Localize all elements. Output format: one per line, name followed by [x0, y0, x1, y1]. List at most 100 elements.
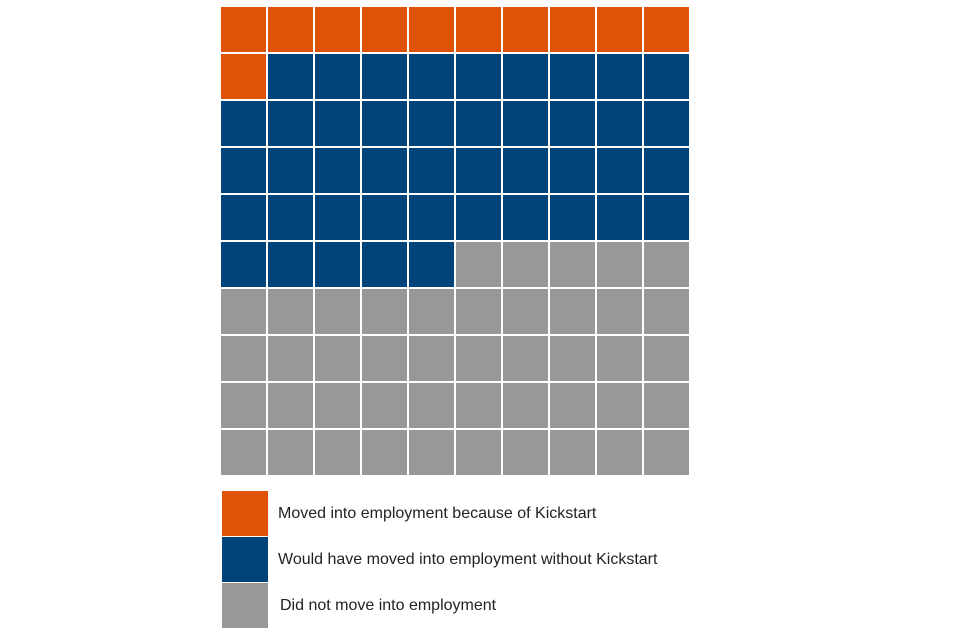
waffle-cell-series-2-91: [221, 430, 266, 475]
waffle-cell-series-2-56: [456, 242, 501, 287]
waffle-cell-series-1-52: [268, 242, 313, 287]
legend-swatch-without-kickstart: [222, 537, 268, 582]
waffle-cell-series-0-3: [315, 7, 360, 52]
waffle-cell-series-0-5: [409, 7, 454, 52]
waffle-cell-series-2-60: [644, 242, 689, 287]
waffle-cell-series-1-48: [550, 195, 595, 240]
waffle-cell-series-2-84: [362, 383, 407, 428]
waffle-cell-series-2-94: [362, 430, 407, 475]
waffle-cell-series-2-72: [268, 336, 313, 381]
waffle-cell-series-2-86: [456, 383, 501, 428]
waffle-cell-series-1-17: [503, 54, 548, 99]
waffle-grid: [221, 7, 689, 475]
waffle-cell-series-2-97: [503, 430, 548, 475]
waffle-cell-series-2-68: [550, 289, 595, 334]
waffle-cell-series-2-73: [315, 336, 360, 381]
legend: Moved into employment because of Kicksta…: [222, 491, 657, 629]
waffle-cell-series-1-51: [221, 242, 266, 287]
waffle-cell-series-1-41: [221, 195, 266, 240]
waffle-cell-series-1-40: [644, 148, 689, 193]
waffle-cell-series-1-15: [409, 54, 454, 99]
waffle-cell-series-2-59: [597, 242, 642, 287]
waffle-cell-series-1-45: [409, 195, 454, 240]
waffle-cell-series-2-79: [597, 336, 642, 381]
waffle-cell-series-2-88: [550, 383, 595, 428]
waffle-cell-series-2-95: [409, 430, 454, 475]
waffle-cell-series-0-6: [456, 7, 501, 52]
waffle-cell-series-1-16: [456, 54, 501, 99]
waffle-cell-series-1-22: [268, 101, 313, 146]
legend-label-not-employed: Did not move into employment: [280, 596, 497, 614]
waffle-cell-series-1-25: [409, 101, 454, 146]
waffle-cell-series-2-99: [597, 430, 642, 475]
waffle-cell-series-2-87: [503, 383, 548, 428]
waffle-cell-series-2-66: [456, 289, 501, 334]
waffle-cell-series-1-19: [597, 54, 642, 99]
waffle-cell-series-1-55: [409, 242, 454, 287]
waffle-cell-series-0-11: [221, 54, 266, 99]
waffle-cell-series-2-85: [409, 383, 454, 428]
waffle-cell-series-1-39: [597, 148, 642, 193]
legend-label-kickstart: Moved into employment because of Kicksta…: [278, 504, 597, 522]
waffle-cell-series-1-38: [550, 148, 595, 193]
waffle-cell-series-2-80: [644, 336, 689, 381]
waffle-cell-series-2-89: [597, 383, 642, 428]
waffle-cell-series-1-26: [456, 101, 501, 146]
waffle-cell-series-2-61: [221, 289, 266, 334]
waffle-cell-series-0-9: [597, 7, 642, 52]
waffle-cell-series-2-70: [644, 289, 689, 334]
waffle-cell-series-2-65: [409, 289, 454, 334]
waffle-cell-series-1-27: [503, 101, 548, 146]
waffle-cell-series-2-96: [456, 430, 501, 475]
legend-label-without-kickstart: Would have moved into employment without…: [278, 550, 658, 568]
waffle-cell-series-2-77: [503, 336, 548, 381]
waffle-cell-series-1-13: [315, 54, 360, 99]
waffle-cell-series-2-57: [503, 242, 548, 287]
waffle-cell-series-1-37: [503, 148, 548, 193]
waffle-cell-series-2-98: [550, 430, 595, 475]
waffle-cell-series-0-7: [503, 7, 548, 52]
waffle-cell-series-1-32: [268, 148, 313, 193]
legend-item-kickstart: Moved into employment because of Kicksta…: [222, 491, 657, 536]
waffle-cell-series-1-12: [268, 54, 313, 99]
waffle-cell-series-1-49: [597, 195, 642, 240]
waffle-cell-series-1-44: [362, 195, 407, 240]
legend-item-not-employed: Did not move into employment: [222, 583, 657, 628]
waffle-cell-series-1-31: [221, 148, 266, 193]
waffle-cell-series-1-43: [315, 195, 360, 240]
waffle-cell-series-2-74: [362, 336, 407, 381]
waffle-cell-series-2-90: [644, 383, 689, 428]
waffle-cell-series-2-83: [315, 383, 360, 428]
waffle-cell-series-1-35: [409, 148, 454, 193]
waffle-cell-series-1-21: [221, 101, 266, 146]
waffle-cell-series-1-53: [315, 242, 360, 287]
waffle-cell-series-1-54: [362, 242, 407, 287]
waffle-cell-series-1-29: [597, 101, 642, 146]
waffle-cell-series-1-18: [550, 54, 595, 99]
waffle-cell-series-2-69: [597, 289, 642, 334]
waffle-cell-series-0-10: [644, 7, 689, 52]
waffle-cell-series-2-81: [221, 383, 266, 428]
waffle-cell-series-2-63: [315, 289, 360, 334]
waffle-cell-series-2-78: [550, 336, 595, 381]
waffle-cell-series-1-30: [644, 101, 689, 146]
legend-swatch-not-employed: [222, 583, 268, 628]
waffle-cell-series-1-24: [362, 101, 407, 146]
waffle-cell-series-2-100: [644, 430, 689, 475]
waffle-cell-series-1-36: [456, 148, 501, 193]
waffle-cell-series-1-14: [362, 54, 407, 99]
waffle-cell-series-2-76: [456, 336, 501, 381]
waffle-cell-series-2-64: [362, 289, 407, 334]
waffle-cell-series-2-67: [503, 289, 548, 334]
waffle-cell-series-1-50: [644, 195, 689, 240]
waffle-cell-series-1-47: [503, 195, 548, 240]
waffle-cell-series-2-75: [409, 336, 454, 381]
waffle-cell-series-1-42: [268, 195, 313, 240]
waffle-cell-series-2-92: [268, 430, 313, 475]
waffle-cell-series-2-58: [550, 242, 595, 287]
waffle-cell-series-0-4: [362, 7, 407, 52]
waffle-cell-series-1-23: [315, 101, 360, 146]
waffle-cell-series-1-34: [362, 148, 407, 193]
waffle-cell-series-1-33: [315, 148, 360, 193]
waffle-cell-series-0-1: [221, 7, 266, 52]
